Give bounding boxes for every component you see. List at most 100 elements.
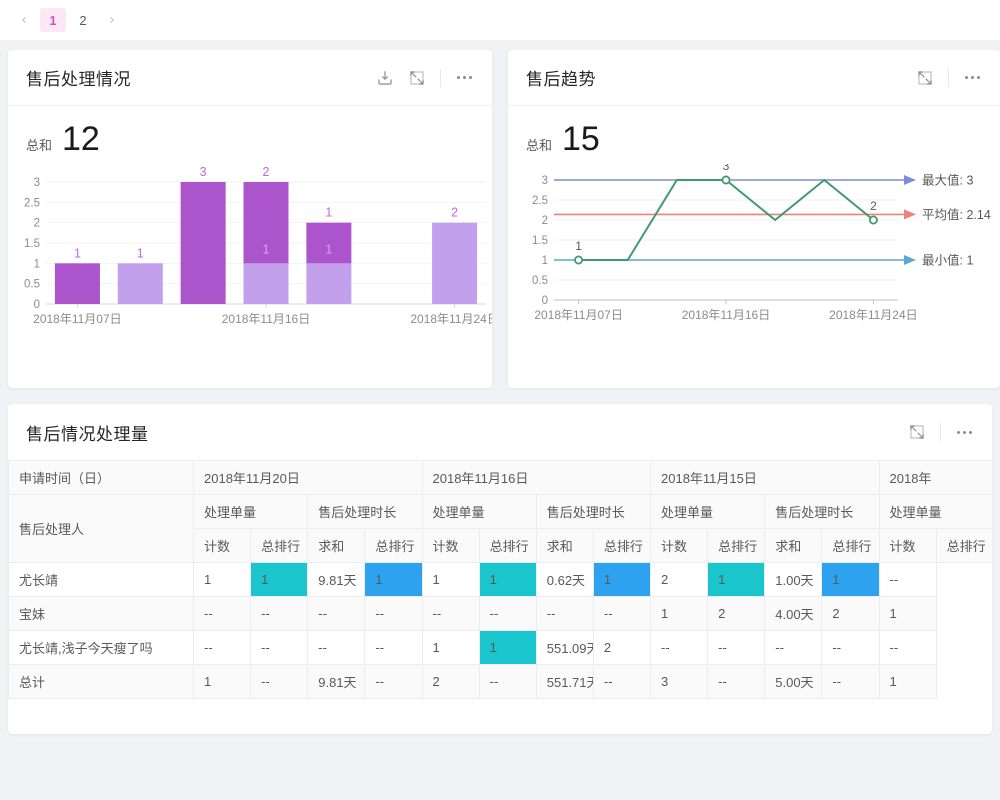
table-sub-header: 求和 [307,528,366,563]
card-line-actions [916,68,982,87]
table-date-group-header: 2018年11月15日 [650,460,880,495]
table-cell: -- [878,630,937,665]
table-date-group-header: 2018年 [878,460,992,495]
table-cell: 551.09天 [535,630,594,665]
y-axis-tick: 1 [34,258,40,270]
table-cell: 1 [821,562,880,597]
y-axis-tick: 0 [542,295,548,307]
reference-line-label: 平均值: 2.14 [922,207,991,222]
table-cell: 2 [421,664,480,699]
table-cell: -- [592,596,652,631]
card-table: 售后情况处理量 申请时间（日） 2018年11月20日 2018年11月16日 201… [8,404,992,734]
table-metric-header: 售后处理时长 [307,494,423,529]
card-bar-header: 售后处理情况 [8,50,492,106]
table-cell: 2 [707,596,766,631]
pagination-page-1[interactable]: 1 [40,8,66,32]
x-axis-tick-label: 2018年11月16日 [682,308,771,322]
table-metric-header: 处理单量 [649,494,766,529]
line-data-point [574,255,584,265]
table-cell: 1 [878,664,937,699]
table-header-row-subs: 计数总排行求和总排行计数总排行求和总排行计数总排行求和总排行计数总排行求和总排行 [9,528,992,563]
table-metric-header: 售后处理时长 [535,494,652,529]
bar-total-label: 1 [74,246,81,260]
table-cell: 4.00天 [764,596,823,631]
table-sub-header: 总排行 [592,528,652,563]
pivot-table: 申请时间（日） 2018年11月20日 2018年11月16日 2018年11月15日… [8,460,992,699]
table-cell: 1 [707,562,766,597]
table-cell: 1 [421,630,480,665]
table-cell: 2 [649,562,709,597]
y-axis-tick: 1.5 [24,238,40,250]
table-cell: 1.00天 [764,562,823,597]
y-axis-tick: 3 [34,177,40,189]
table-cell: -- [821,664,880,699]
y-axis-tick: 2 [34,218,40,230]
table-sub-header: 总排行 [707,528,766,563]
x-axis-tick-label: 2018年11月24日 [410,312,492,326]
y-axis-tick: 2.5 [24,197,40,209]
line-summary-label: 总和 [526,138,553,153]
more-icon[interactable] [455,72,474,83]
download-icon[interactable] [376,69,394,87]
table-cell: 5.00天 [764,664,823,699]
table-corner-top: 申请时间（日） [8,460,194,495]
line-chart-plot: 0 0.5 1 1.5 2 2.5 3 最大值: 3 平均值: 2.14 最小值: 1 1 2018年… [508,156,1000,369]
table-row-name: 尤长靖 [8,562,194,597]
bar-total-label: 1 [325,206,332,220]
expand-icon[interactable] [408,69,426,87]
table-metric-header: 处理单量 [192,494,309,529]
table-cell: 1 [421,562,480,597]
table-cell: -- [192,596,252,631]
table-metric-header: 处理单量 [878,494,992,529]
charts-row: 售后处理情况 总和 12 0 0.5 1 1.5 2 2.5 3 1 2018年11月07日 1 3… [0,40,1000,388]
page-title-table: 售后情况处理量 [26,424,149,444]
more-icon[interactable] [955,427,974,438]
table-date-group-header: 2018年11月20日 [193,460,423,495]
table-row[interactable]: 总计1--9.81天--2--551.71天--3--5.00天--1 [8,664,993,699]
x-axis-tick-label: 2018年11月16日 [222,312,311,326]
table-cell: 1 [478,630,537,665]
expand-icon[interactable] [916,69,934,87]
y-axis-tick: 0.5 [24,279,40,291]
table-row[interactable]: 宝妹 -- -- -- -- -- -- -- -- 1 2 4.00天 2 1 [8,596,993,631]
table-header: 申请时间（日） 2018年11月20日 2018年11月16日 2018年11月15日… [8,460,992,563]
bar-total-label: 2 [263,165,270,179]
more-icon[interactable] [963,72,982,83]
pagination: ‹ 1 2 › [0,0,1000,40]
card-table-header: 售后情况处理量 [8,404,992,460]
table-header-row-metrics: 售后处理人处理单量售后处理时长处理单量售后处理时长处理单量售后处理时长处理单量售… [8,494,992,563]
bar-segment-dark [54,263,100,304]
bar-chart-plot: 0 0.5 1 1.5 2 2.5 3 1 2018年11月07日 1 3 2 1 2018年11月16日… [8,156,499,369]
table-sub-header: 总排行 [364,528,423,563]
table-sub-header: 总排行 [478,528,537,563]
table-cell: -- [592,664,652,699]
reference-arrow-icon [904,209,916,220]
table-cell: 1 [364,562,423,597]
table-sub-header: 计数 [192,528,252,563]
table-scroll-area[interactable]: 申请时间（日） 2018年11月20日 2018年11月16日 2018年11月15日… [8,460,992,699]
card-bar-actions [376,68,474,87]
line-point-label: 3 [723,164,730,173]
bar-inner-label: 1 [325,242,332,256]
table-body: 尤长靖 1 1 9.81天 1 1 1 0.62天 1 2 1 1.00天 1 -- 宝妹 -- -- -- -- -… [8,562,993,699]
table-metric-header: 售后处理时长 [764,494,880,529]
table-cell: -- [250,630,309,665]
line-summary-value: 15 [562,120,600,158]
bar-summary: 总和 12 [8,106,492,156]
bar-summary-label: 总和 [26,138,53,153]
table-row[interactable]: 尤长靖 1 1 9.81天 1 1 1 0.62天 1 2 1 1.00天 1 -- [8,562,993,597]
table-cell: -- [821,630,880,665]
expand-icon[interactable] [908,423,926,441]
table-cell: -- [878,562,937,597]
pagination-next-icon[interactable]: › [109,12,115,28]
bar-segment-light [432,222,478,304]
table-sub-header: 总排行 [821,528,880,563]
bar-segment-light [117,263,163,304]
table-metric-header: 处理单量 [421,494,537,529]
card-line-header: 售后趋势 [508,50,1000,106]
table-cell: 2 [821,596,880,631]
table-cell: -- [192,630,252,665]
pagination-page-2[interactable]: 2 [79,12,87,28]
pagination-prev-icon[interactable]: ‹ [21,12,27,28]
